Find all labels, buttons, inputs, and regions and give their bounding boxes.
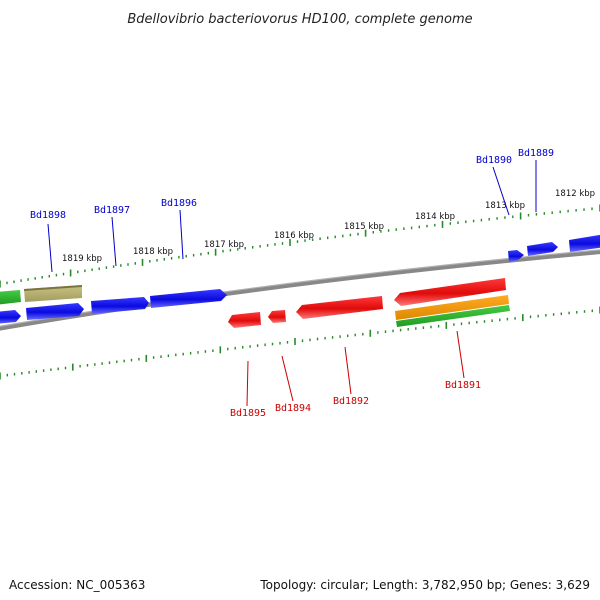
gene-arrow-bd1894: [268, 310, 286, 323]
gene-label-bd1892: Bd1892: [333, 396, 369, 407]
topology-summary-text: Topology: circular; Length: 3,782,950 bp…: [260, 578, 590, 592]
gene-label-bd1898: Bd1898: [30, 210, 66, 221]
scale-labels: 1819 kbp 1818 kbp 1817 kbp 1816 kbp 1815…: [62, 189, 595, 264]
forward-strand-genes: [0, 234, 600, 324]
scale-label-1818: 1818 kbp: [133, 247, 173, 257]
gene-arrow-bd1890: [508, 250, 524, 262]
scale-label-1819: 1819 kbp: [62, 254, 102, 264]
gene-labels: Bd1898 Bd1897 Bd1896 Bd1890 Bd1889 Bd189…: [30, 148, 554, 419]
gene-label-bd1889: Bd1889: [518, 148, 554, 159]
gene-label-bd1891: Bd1891: [445, 380, 481, 391]
gene-label-bd1890: Bd1890: [476, 155, 512, 166]
gene-arrow-bd1897: [91, 297, 149, 314]
map-title: Bdellovibrio bacteriovorus HD100, comple…: [127, 12, 472, 27]
scale-label-1813: 1813 kbp: [485, 201, 525, 211]
gene-arrow-bd1896: [150, 289, 227, 308]
gene-label-bd1897: Bd1897: [94, 205, 130, 216]
gene-arrow-bd1891: [394, 278, 506, 306]
gene-arrow-bd1892: [296, 296, 383, 319]
scale-label-1814: 1814 kbp: [415, 212, 455, 222]
other-features: [0, 285, 510, 327]
gene-leader-lines: [47, 160, 537, 407]
accession-text: Accession: NC_005363: [9, 578, 146, 592]
reverse-strand-genes: [228, 278, 506, 328]
gene-arrow-right-edge: [569, 234, 600, 252]
scale-label-1817: 1817 kbp: [204, 240, 244, 250]
gene-arrow-bd1895: [228, 312, 261, 328]
gene-label-bd1894: Bd1894: [275, 403, 311, 414]
gene-arrow-bd1889: [527, 242, 558, 256]
gene-arrow-bd1898: [26, 303, 84, 320]
feature-green-left: [0, 290, 21, 305]
gene-label-bd1896: Bd1896: [161, 198, 197, 209]
scale-label-1812: 1812 kbp: [555, 189, 595, 199]
gene-label-bd1895: Bd1895: [230, 408, 266, 419]
feature-orange: [395, 295, 509, 320]
inner-scale-ticks: [0, 306, 600, 380]
gene-arrow-left-edge: [0, 310, 21, 324]
outer-scale-ticks: [0, 204, 600, 288]
feature-green-right: [396, 305, 510, 327]
scale-label-1815: 1815 kbp: [344, 222, 384, 232]
scale-label-1816: 1816 kbp: [274, 231, 314, 241]
